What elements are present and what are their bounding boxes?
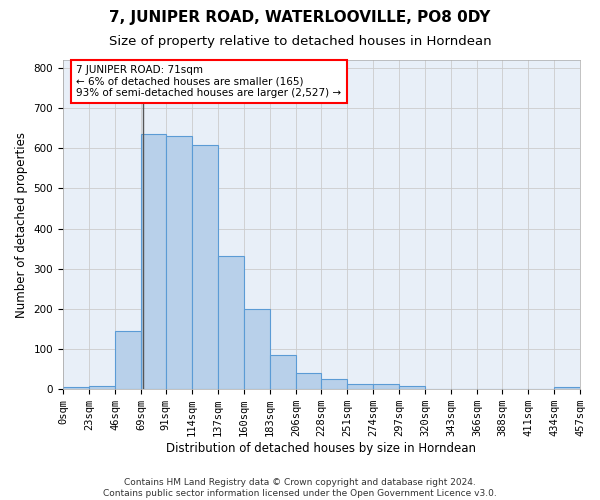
Text: 7, JUNIPER ROAD, WATERLOOVILLE, PO8 0DY: 7, JUNIPER ROAD, WATERLOOVILLE, PO8 0DY [109,10,491,25]
Text: 7 JUNIPER ROAD: 71sqm
← 6% of detached houses are smaller (165)
93% of semi-deta: 7 JUNIPER ROAD: 71sqm ← 6% of detached h… [76,65,341,98]
Bar [270,355,296,389]
Bar [373,384,399,389]
Bar [554,387,580,389]
Bar [166,136,192,389]
Bar [244,309,270,389]
Bar [296,373,321,389]
Bar [321,379,347,389]
Bar [399,386,425,389]
Bar [63,387,89,389]
Bar [115,331,141,389]
Bar [347,384,373,389]
Text: Size of property relative to detached houses in Horndean: Size of property relative to detached ho… [109,35,491,48]
Bar [141,134,166,389]
X-axis label: Distribution of detached houses by size in Horndean: Distribution of detached houses by size … [166,442,476,455]
Text: Contains HM Land Registry data © Crown copyright and database right 2024.
Contai: Contains HM Land Registry data © Crown c… [103,478,497,498]
Bar [89,386,115,389]
Y-axis label: Number of detached properties: Number of detached properties [15,132,28,318]
Bar [192,145,218,389]
Bar [218,256,244,389]
